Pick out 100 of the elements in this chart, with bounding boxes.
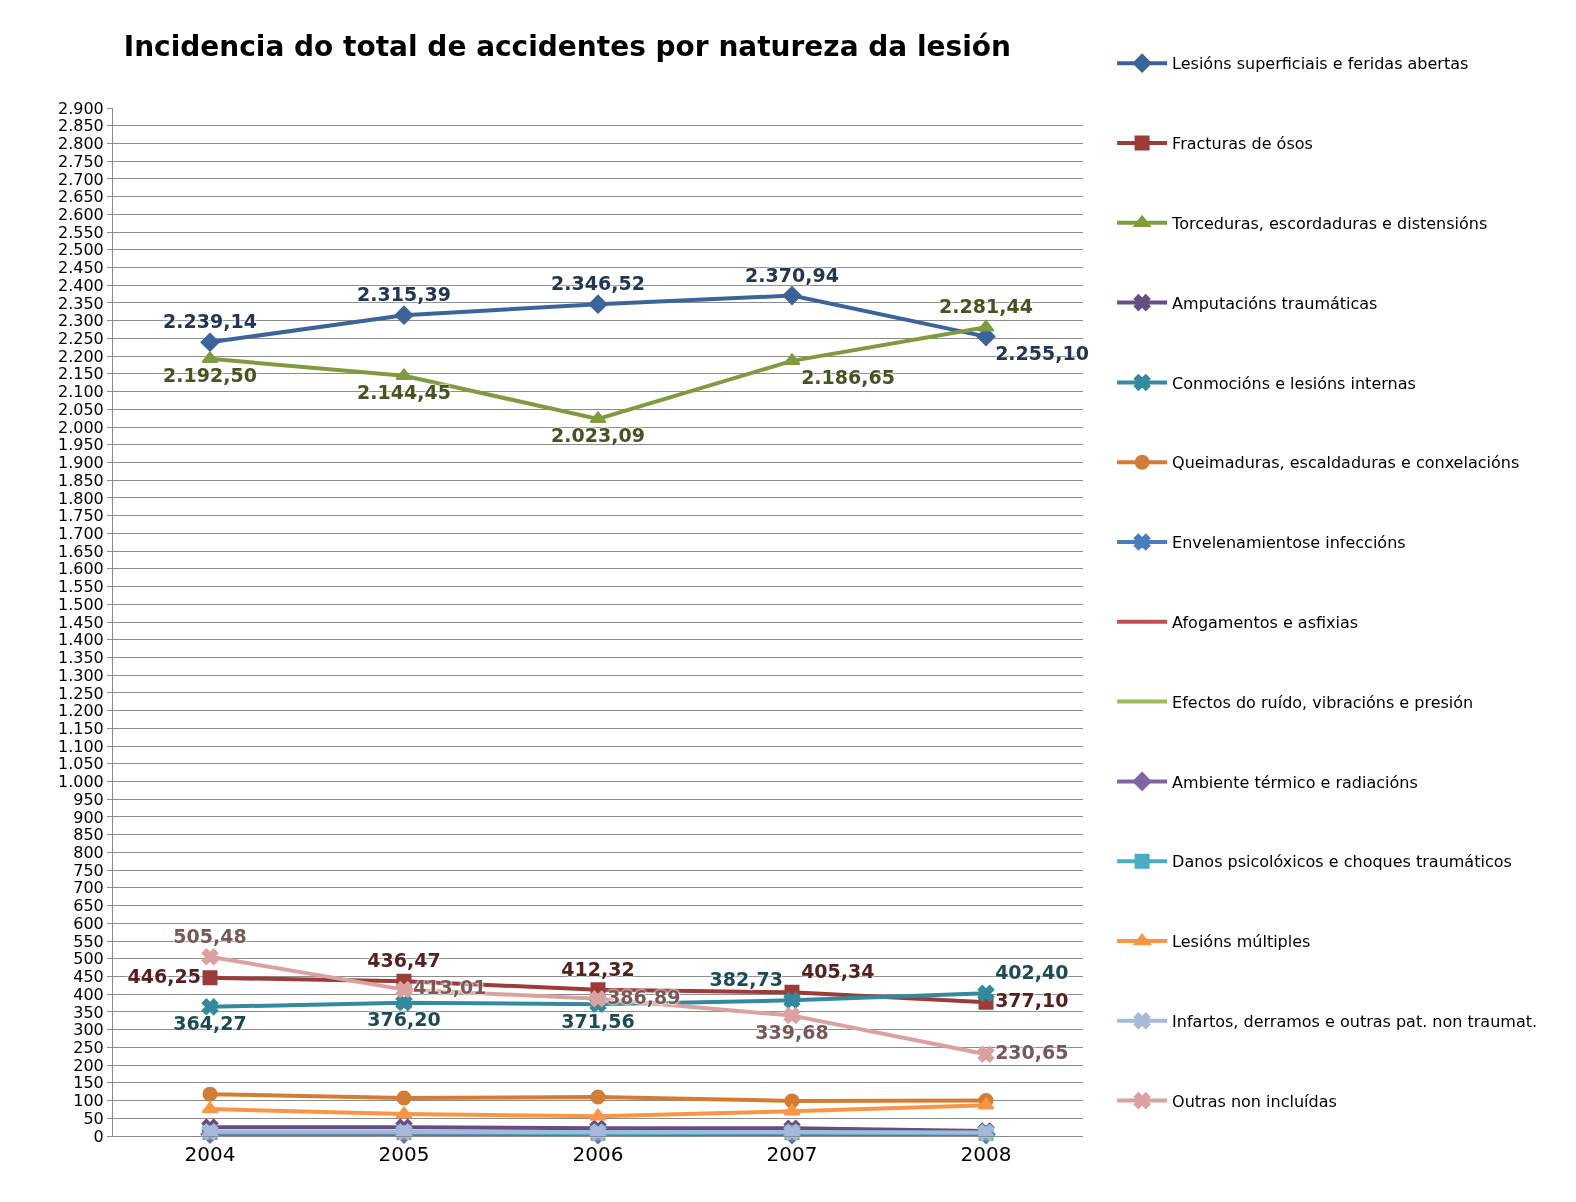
y-tick-label: 1.550 xyxy=(57,577,104,597)
y-tick-label: 1.800 xyxy=(57,488,104,508)
data-label: 402,40 xyxy=(995,961,1069,984)
legend-label: Torceduras, escordaduras e distensións xyxy=(1171,214,1488,234)
y-tick-label: 950 xyxy=(73,789,104,809)
data-label: 2.315,39 xyxy=(357,283,451,306)
data-label: 382,73 xyxy=(709,968,783,991)
y-tick-label: 100 xyxy=(73,1091,104,1111)
y-tick-label: 2.100 xyxy=(57,382,104,402)
data-label: 2.239,14 xyxy=(163,310,257,333)
legend-label: Efectos do ruído, vibracións e presión xyxy=(1172,692,1474,712)
y-tick-label: 2.850 xyxy=(57,116,104,136)
y-tick-label: 1.350 xyxy=(57,648,104,668)
chart-title: Incidencia do total de accidentes por natureza da lesión xyxy=(123,29,1011,63)
legend-label: Fracturas de ósos xyxy=(1172,134,1313,154)
y-tick-label: 200 xyxy=(73,1055,104,1075)
data-label: 2.192,50 xyxy=(163,364,257,387)
y-tick-label: 650 xyxy=(73,896,104,916)
x-tick-label: 2006 xyxy=(572,1142,624,1166)
legend-label: Danos psicolóxicos e choques traumáticos xyxy=(1172,852,1512,872)
y-tick-label: 550 xyxy=(73,931,104,951)
y-tick-label: 2.000 xyxy=(57,417,104,437)
y-tick-label: 1.250 xyxy=(57,683,104,703)
legend-label: Lesións múltiples xyxy=(1172,932,1311,952)
data-label: 371,56 xyxy=(561,1009,635,1032)
y-tick-label: 1.000 xyxy=(57,772,104,792)
y-tick-label: 850 xyxy=(73,825,104,845)
data-label: 2.281,44 xyxy=(939,295,1033,318)
y-tick-label: 2.300 xyxy=(57,311,104,331)
legend-label: Queimaduras, escaldaduras e conxelacións xyxy=(1172,453,1520,473)
legend-label: Outras non incluídas xyxy=(1172,1091,1337,1111)
y-tick-label: 600 xyxy=(73,913,104,933)
y-tick-label: 2.250 xyxy=(57,329,104,349)
y-tick-label: 1.700 xyxy=(57,523,104,543)
x-tick-label: 2008 xyxy=(960,1142,1012,1166)
legend-label: Afogamentos e asfixias xyxy=(1172,613,1359,633)
y-tick-label: 2.150 xyxy=(57,364,104,384)
y-tick-label: 1.300 xyxy=(57,665,104,685)
y-tick-label: 2.650 xyxy=(57,187,104,207)
y-tick-label: 1.950 xyxy=(57,435,104,455)
y-tick-label: 250 xyxy=(73,1037,104,1057)
y-tick-label: 400 xyxy=(73,984,104,1004)
y-tick-label: 350 xyxy=(73,1002,104,1022)
y-tick-label: 1.400 xyxy=(57,630,104,650)
x-tick-label: 2004 xyxy=(184,1142,236,1166)
y-tick-label: 2.550 xyxy=(57,222,104,242)
legend-label: Amputacións traumáticas xyxy=(1172,293,1378,313)
y-tick-label: 2.400 xyxy=(57,275,104,295)
y-tick-label: 0 xyxy=(93,1126,104,1146)
x-tick-label: 2007 xyxy=(766,1142,818,1166)
data-label: 2.255,10 xyxy=(995,341,1089,364)
y-tick-label: 2.050 xyxy=(57,399,104,419)
y-tick-label: 2.450 xyxy=(57,258,104,278)
y-tick-label: 2.500 xyxy=(57,240,104,260)
y-tick-label: 2.350 xyxy=(57,293,104,313)
y-tick-label: 1.150 xyxy=(57,718,104,738)
y-tick-label: 450 xyxy=(73,967,104,987)
y-tick-label: 50 xyxy=(83,1108,104,1128)
y-tick-label: 500 xyxy=(73,949,104,969)
y-tick-label: 2.600 xyxy=(57,204,104,224)
y-tick-label: 1.500 xyxy=(57,594,104,614)
data-label: 2.023,09 xyxy=(551,424,645,447)
y-tick-label: 1.850 xyxy=(57,470,104,490)
y-tick-label: 1.450 xyxy=(57,612,104,632)
data-label: 2.186,65 xyxy=(801,366,895,389)
y-tick-label: 2.700 xyxy=(57,169,104,189)
legend-label: Envelenamientose infeccións xyxy=(1172,533,1406,553)
y-tick-label: 700 xyxy=(73,878,104,898)
data-label: 446,25 xyxy=(127,964,201,987)
legend-label: Lesións superficiais e feridas abertas xyxy=(1172,54,1469,74)
y-tick-label: 750 xyxy=(73,860,104,880)
y-tick-label: 2.200 xyxy=(57,346,104,366)
data-label: 376,20 xyxy=(367,1008,441,1031)
x-tick-label: 2005 xyxy=(378,1142,430,1166)
data-label: 377,10 xyxy=(995,989,1069,1012)
legend-label: Conmocións e lesións internas xyxy=(1172,373,1416,393)
legend-label: Infartos, derramos e outras pat. non traumat. xyxy=(1172,1012,1538,1032)
y-tick-label: 1.750 xyxy=(57,506,104,526)
y-tick-label: 2.800 xyxy=(57,134,104,154)
data-label: 436,47 xyxy=(367,949,441,972)
data-label: 2.370,94 xyxy=(745,263,839,286)
y-tick-label: 1.900 xyxy=(57,453,104,473)
y-tick-label: 1.600 xyxy=(57,559,104,579)
legend-label: Ambiente térmico e radiacións xyxy=(1172,772,1418,792)
data-label: 413,01 xyxy=(413,976,487,999)
y-tick-label: 1.650 xyxy=(57,541,104,561)
y-tick-label: 2.900 xyxy=(57,98,104,118)
y-tick-label: 150 xyxy=(73,1073,104,1093)
data-label: 364,27 xyxy=(173,1012,247,1035)
y-tick-label: 1.100 xyxy=(57,736,104,756)
y-tick-label: 900 xyxy=(73,807,104,827)
data-label: 2.346,52 xyxy=(551,272,645,295)
data-label: 412,32 xyxy=(561,957,635,980)
y-tick-label: 1.200 xyxy=(57,701,104,721)
data-label: 405,34 xyxy=(801,960,875,983)
y-tick-label: 2.750 xyxy=(57,151,104,171)
data-label: 230,65 xyxy=(995,1040,1069,1063)
y-tick-label: 1.050 xyxy=(57,754,104,774)
data-label: 2.144,45 xyxy=(357,381,451,404)
y-tick-label: 300 xyxy=(73,1020,104,1040)
